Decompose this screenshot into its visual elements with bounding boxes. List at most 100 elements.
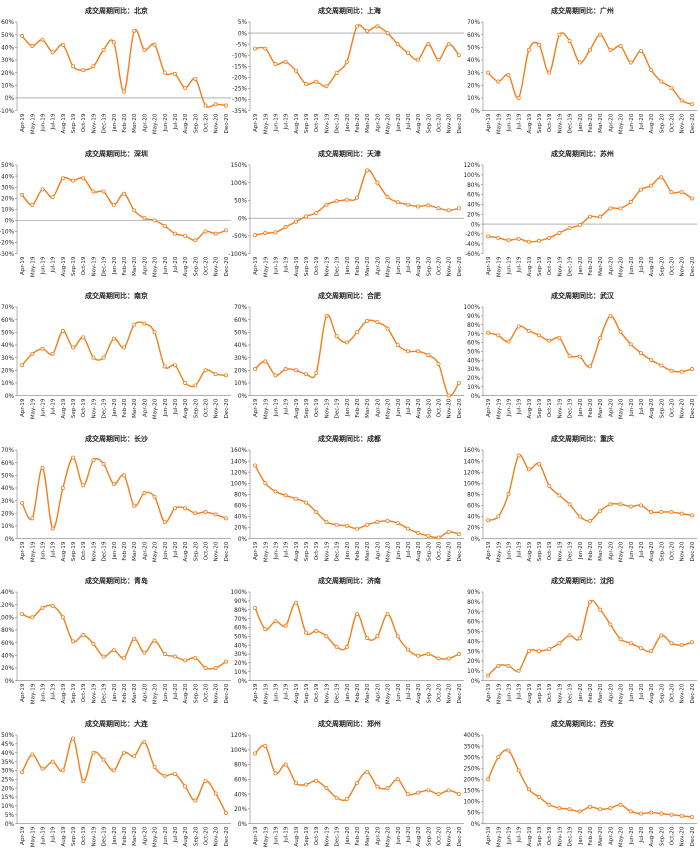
data-point [426, 353, 431, 358]
x-tick-label: Jul-19 [51, 826, 57, 843]
data-point [456, 531, 461, 536]
x-tick-label: Apr-19 [20, 826, 26, 845]
x-tick-label: Aug-19 [61, 398, 67, 418]
y-tick-label: 50% [234, 331, 247, 337]
y-tick-label: 0% [471, 822, 481, 828]
x-tick-label: Apr-20 [608, 541, 614, 560]
y-tick-label: 40% [1, 751, 14, 757]
data-point [608, 205, 613, 210]
x-tick-label: Mar-20 [598, 398, 604, 418]
x-tick-label: Nov-19 [557, 398, 563, 418]
data-point [679, 813, 684, 818]
data-point [516, 768, 521, 773]
data-point [334, 645, 339, 650]
y-tick-label: 0% [5, 537, 15, 543]
y-tick-label: 80% [467, 492, 480, 498]
x-tick-label: Nov-20 [214, 113, 220, 133]
data-point [608, 806, 613, 811]
x-tick-label: Aug-19 [527, 113, 533, 133]
x-tick-label: Sep-20 [659, 113, 665, 133]
data-point [283, 59, 288, 64]
y-tick-label: 70% [467, 20, 480, 26]
x-tick-label: Sep-19 [71, 398, 77, 418]
x-tick-label: Mar-20 [132, 113, 138, 133]
y-tick-label: 100% [463, 305, 480, 311]
chart-panel-0: 成交周期同比：北京 -10% 0% 10% 20% 30% 40% 50% 60% Apr-19 M… [0, 6, 231, 134]
data-point [638, 49, 643, 54]
x-tick-label: Dec-20 [457, 398, 463, 418]
chart-title: 成交周期同比：苏州 [551, 149, 614, 158]
y-tick-label: 10% [1, 381, 14, 387]
x-tick-label: May-20 [153, 684, 159, 705]
data-point [628, 199, 633, 204]
data-point [557, 641, 562, 646]
y-tick-label: 30% [234, 356, 247, 362]
data-point [598, 336, 603, 341]
chart-title: 成交周期同比：合肥 [318, 291, 381, 300]
y-tick-label: 20% [1, 511, 14, 517]
x-tick-label: Aug-19 [294, 541, 300, 561]
data-point [628, 504, 633, 509]
y-tick-label: -40% [465, 242, 480, 248]
data-point [649, 68, 654, 73]
data-point [81, 779, 86, 784]
x-tick-label: Aug-20 [183, 826, 189, 846]
x-tick-label: Aug-20 [416, 256, 422, 276]
x-tick-label: Dec-19 [102, 256, 108, 276]
x-tick-label: May-20 [386, 256, 392, 277]
data-point [263, 627, 268, 632]
y-tick-label: 60% [467, 503, 480, 509]
x-tick-label: May-20 [153, 398, 159, 419]
x-tick-label: Dec-20 [690, 541, 696, 561]
x-tick-label: May-20 [386, 541, 392, 562]
x-tick-label: Apr-20 [142, 826, 148, 845]
data-point [40, 606, 45, 611]
x-tick-label: Jun-19 [273, 684, 279, 703]
data-point [81, 483, 86, 488]
data-point [618, 802, 623, 807]
data-point [40, 346, 45, 351]
x-tick-label: Jan-20 [578, 826, 584, 845]
x-tick-label: Oct-19 [547, 541, 553, 560]
data-point [142, 215, 147, 220]
x-tick-label: Jul-19 [51, 398, 57, 415]
data-point [446, 656, 451, 661]
x-tick-label: Sep-19 [71, 256, 77, 276]
y-tick-label: -5% [236, 42, 248, 48]
x-tick-label: Jun-20 [396, 684, 402, 703]
x-tick-label: Sep-20 [193, 113, 199, 133]
data-point [426, 652, 431, 657]
x-tick-label: Jan-20 [112, 113, 118, 132]
data-point [293, 601, 298, 606]
data-point [344, 340, 349, 345]
data-point [577, 222, 582, 227]
data-point [679, 643, 684, 648]
data-point [537, 238, 542, 243]
x-tick-label: Nov-20 [680, 826, 686, 846]
x-tick-label: Dec-20 [224, 398, 230, 418]
data-point [324, 314, 329, 319]
data-point [679, 189, 684, 194]
x-tick-label: Dec-20 [224, 826, 230, 846]
data-point [618, 44, 623, 49]
y-tick-label: 40% [467, 58, 480, 64]
data-point [162, 652, 167, 657]
data-point [121, 89, 126, 94]
data-point [81, 335, 86, 340]
x-tick-label: Apr-19 [486, 541, 492, 560]
data-point [30, 202, 35, 207]
data-point [557, 230, 562, 235]
x-tick-label: Jul-19 [517, 684, 523, 701]
data-point [506, 748, 511, 753]
y-tick-label: 120% [0, 603, 15, 609]
y-tick-label: 100% [230, 481, 247, 487]
y-tick-label: 20% [234, 807, 247, 813]
x-tick-label: Mar-20 [598, 113, 604, 133]
x-tick-label: Aug-20 [183, 684, 189, 704]
data-point [426, 202, 431, 207]
y-tick-label: 50% [467, 350, 480, 356]
y-tick-label: 20% [467, 526, 480, 532]
data-point [121, 750, 126, 755]
x-tick-label: Dec-19 [335, 541, 341, 561]
y-tick-label: 100% [0, 616, 15, 622]
